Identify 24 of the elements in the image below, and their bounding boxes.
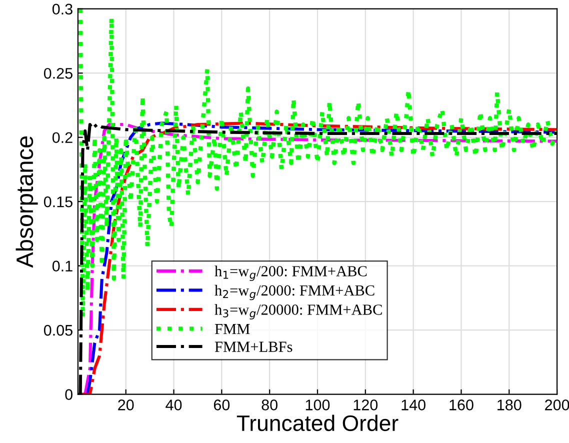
y-tick-label: 0 [65, 389, 72, 400]
legend-label: h$_{1}$=w$_{g}$/200: FMM+ABC [214, 266, 367, 281]
y-tick-label: 0.25 [44, 68, 72, 79]
y-tick-label: 0.05 [44, 324, 72, 336]
legend-label: FMM [214, 324, 250, 334]
y-tick-label: 0.3 [52, 4, 72, 15]
x-tick-label: 60 [214, 400, 230, 410]
x-tick-label: 100 [306, 400, 330, 410]
y-tick-label: 0.1 [52, 260, 72, 272]
legend-label: h$_{2}$=w$_{g}$/2000: FMM+ABC [214, 284, 374, 300]
x-tick-label: 180 [498, 400, 522, 410]
x-tick-label: 160 [450, 400, 474, 410]
y-tick-label: 0.15 [44, 196, 72, 208]
legend-label: FMM+LBFs [214, 342, 292, 352]
x-axis-title: Truncated Order [236, 414, 398, 432]
x-tick-label: 200 [545, 400, 569, 410]
y-axis-title: Absorptance [16, 136, 38, 268]
x-tick-label: 120 [354, 400, 378, 410]
x-tick-label: 140 [402, 400, 426, 410]
x-tick-label: 40 [166, 400, 182, 410]
y-tick-label: 0.2 [52, 132, 72, 144]
legend-label: h$_{3}$=w$_{g}$/20000: FMM+ABC [214, 304, 382, 320]
x-tick-label: 20 [118, 400, 134, 410]
x-tick-label: 80 [262, 400, 278, 410]
